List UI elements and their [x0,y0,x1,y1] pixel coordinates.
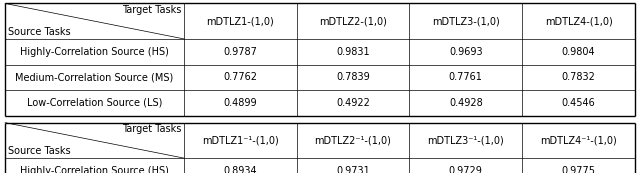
Text: 0.7762: 0.7762 [223,72,257,82]
Text: Target Tasks: Target Tasks [122,5,181,15]
Text: Low-Correlation Source (LS): Low-Correlation Source (LS) [27,98,162,108]
Text: 0.4899: 0.4899 [223,98,257,108]
Text: mDTLZ2-(1,0): mDTLZ2-(1,0) [319,16,387,26]
Text: 0.7832: 0.7832 [561,72,595,82]
Text: 0.4546: 0.4546 [562,98,595,108]
Text: 0.7839: 0.7839 [336,72,370,82]
Text: Highly-Correlation Source (HS): Highly-Correlation Source (HS) [20,166,169,173]
Text: mDTLZ1-(1,0): mDTLZ1-(1,0) [207,16,274,26]
Text: 0.9804: 0.9804 [562,47,595,57]
Text: 0.7761: 0.7761 [449,72,483,82]
Text: Source Tasks: Source Tasks [8,27,70,37]
Text: mDTLZ1⁻¹-(1,0): mDTLZ1⁻¹-(1,0) [202,135,278,145]
Text: Source Tasks: Source Tasks [8,146,70,156]
Text: 0.9693: 0.9693 [449,47,483,57]
Text: mDTLZ2⁻¹-(1,0): mDTLZ2⁻¹-(1,0) [315,135,392,145]
Text: mDTLZ3-(1,0): mDTLZ3-(1,0) [432,16,500,26]
Text: Highly-Correlation Source (HS): Highly-Correlation Source (HS) [20,47,169,57]
Text: 0.9787: 0.9787 [223,47,257,57]
Text: 0.9729: 0.9729 [449,166,483,173]
Text: 0.4922: 0.4922 [336,98,370,108]
Text: 0.9775: 0.9775 [561,166,595,173]
Text: mDTLZ4-(1,0): mDTLZ4-(1,0) [545,16,612,26]
Text: mDTLZ4⁻¹-(1,0): mDTLZ4⁻¹-(1,0) [540,135,617,145]
Text: 0.9731: 0.9731 [336,166,370,173]
Text: Target Tasks: Target Tasks [122,124,181,134]
Text: 0.4928: 0.4928 [449,98,483,108]
Text: Medium-Correlation Source (MS): Medium-Correlation Source (MS) [15,72,173,82]
Text: 0.9831: 0.9831 [336,47,370,57]
Text: 0.8934: 0.8934 [223,166,257,173]
Text: mDTLZ3⁻¹-(1,0): mDTLZ3⁻¹-(1,0) [428,135,504,145]
